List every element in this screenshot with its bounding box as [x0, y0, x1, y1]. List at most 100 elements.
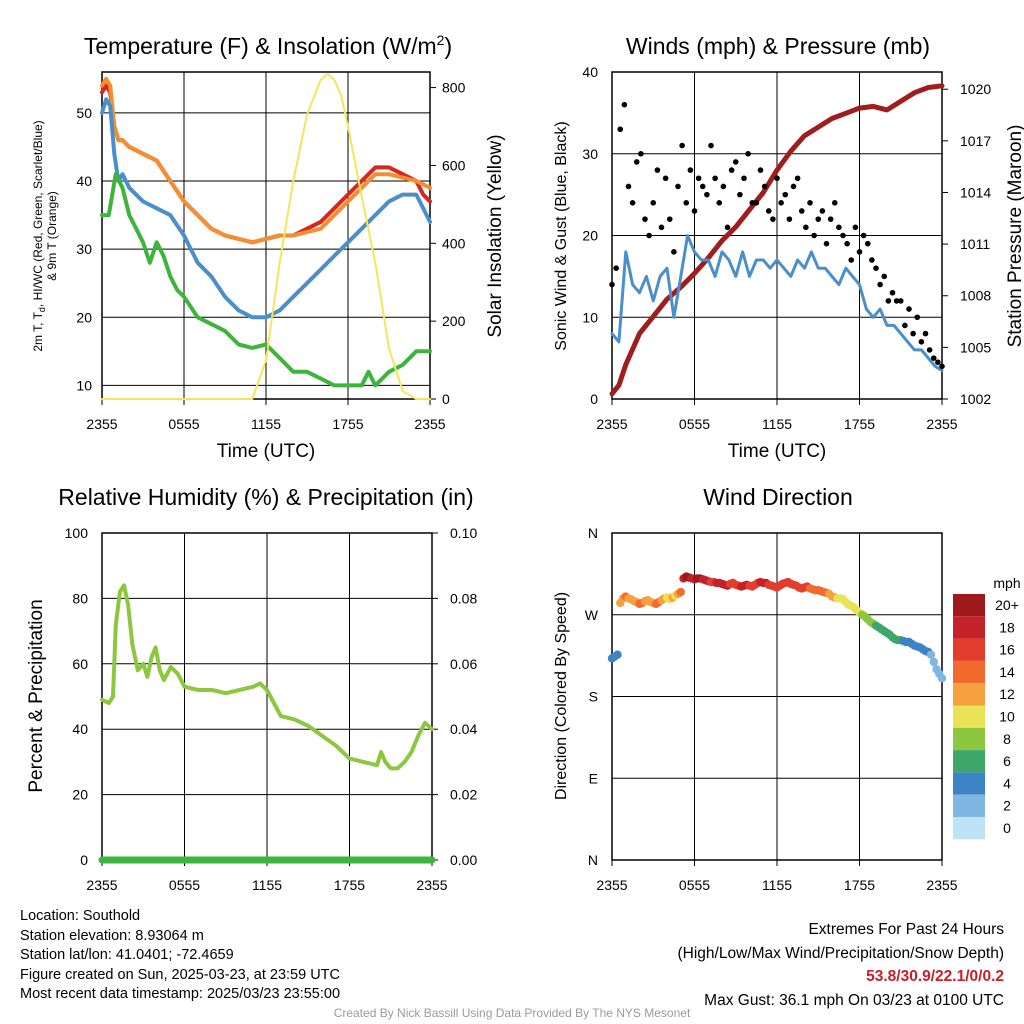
y-axis-label-line2: & 9m T (Orange): [45, 191, 59, 281]
y-tick-label: S: [589, 689, 598, 705]
gust-point: [935, 359, 941, 366]
wind-direction-panel: 2355 0555 1155 1755 2355 N E S W N Wind Direction D…: [553, 484, 958, 893]
gust-point: [687, 167, 694, 173]
gust-point: [873, 265, 879, 272]
gust-point: [864, 240, 871, 247]
gust-point: [724, 224, 731, 231]
colorbar-swatch: [953, 817, 985, 840]
y2-tick-label: 0.10: [450, 525, 477, 541]
x-tick-label: 0555: [168, 416, 199, 432]
extremes-legend: (High/Low/Max Wind/Precipitation/Snow De…: [677, 944, 1005, 962]
x-tick-label: 1155: [762, 416, 792, 432]
y-tick-label: 50: [76, 105, 92, 121]
y-tick-label: 0: [590, 391, 598, 407]
y-axis-label: Direction (Colored By Speed): [553, 592, 570, 800]
gust-point: [860, 232, 867, 239]
x-axis-label: Time (UTC): [217, 441, 316, 462]
y-tick-label: 20: [582, 228, 598, 244]
gust-point: [638, 150, 644, 157]
series-line-9m-t: [100, 76, 432, 245]
gust-point: [691, 208, 698, 214]
gust-point: [675, 183, 681, 190]
chart-title: Temperature (F) & Insolation (W/m2): [84, 32, 452, 59]
colorbar-label: 12: [999, 686, 1015, 702]
colorbar-label: 10: [999, 709, 1015, 725]
y2-tick-label: 1014: [960, 184, 991, 200]
y-tick-label: E: [589, 770, 598, 786]
gust-point: [695, 175, 702, 182]
x-tick-label: 1155: [251, 416, 281, 432]
gust-point: [831, 200, 838, 206]
direction-point: [929, 657, 938, 667]
y2-axis-label: Solar Insolation (Yellow): [485, 134, 506, 337]
gust-point: [939, 363, 945, 370]
x-tick-label: 0555: [679, 416, 710, 432]
y-tick-label: 60: [72, 656, 88, 672]
colorbar-label: 8: [1003, 731, 1011, 747]
gust-point: [877, 281, 883, 288]
series-line-sonic-wind: [610, 234, 944, 372]
gust-point: [745, 150, 751, 157]
gust-point: [844, 240, 850, 247]
y2-tick-label: 1002: [960, 391, 991, 407]
y-tick-label: 20: [72, 787, 88, 803]
colorbar-swatch: [953, 638, 985, 661]
gust-point: [654, 167, 661, 173]
x-tick-label: 1155: [762, 877, 792, 893]
y-axis-label: 2m T, Td, HI/WC (Red, Green, Scarlet/Blu…: [31, 120, 47, 351]
gust-point: [658, 224, 665, 231]
x-tick-label: 1755: [332, 416, 363, 432]
gust-point: [629, 200, 636, 206]
colorbar-swatch: [953, 594, 985, 617]
x-tick-label: 2355: [86, 877, 117, 893]
gust-point: [621, 101, 628, 108]
gust-point: [633, 159, 640, 165]
y-axis-label: Sonic Wind & Gust (Blue, Black): [553, 121, 570, 350]
x-tick-label: 0555: [679, 877, 710, 893]
y2-tick-label: 400: [442, 235, 466, 251]
colorbar-swatch: [953, 616, 985, 639]
x-tick-label: 2355: [926, 877, 957, 893]
x-tick-label: 2355: [86, 416, 117, 432]
colorbar-label: 4: [1003, 775, 1011, 791]
y2-tick-label: 200: [442, 313, 466, 329]
y-tick-label: 100: [65, 525, 89, 541]
y-tick-label: 40: [76, 173, 92, 189]
gust-point: [749, 200, 756, 206]
direction-point: [937, 674, 947, 683]
winds-pressure-panel: 2355 0555 1155 1755 235501020304010021005100…: [553, 33, 1024, 462]
gust-point: [666, 216, 673, 222]
gust-point: [782, 191, 789, 198]
series-line-solar-insolation: [101, 72, 431, 400]
figure-created: Figure created on Sun, 2025-03-23, at 23…: [20, 966, 340, 983]
gust-point: [617, 126, 624, 133]
gust-point: [794, 175, 801, 182]
gust-point: [819, 208, 826, 214]
x-tick-label: 1755: [844, 877, 875, 893]
extremes-heading: Extremes For Past 24 Hours: [808, 921, 1004, 938]
gust-point: [922, 330, 929, 337]
x-tick-label: 1755: [334, 877, 365, 893]
temperature-panel: 2355 0555 1155 1755 2355 10 20 30 40 50 0 200 400 600…: [31, 32, 506, 462]
y2-tick-label: 0.06: [450, 656, 477, 672]
station-latlon: Station lat/lon: 41.0401; -72.4659: [20, 947, 234, 963]
gust-point: [902, 322, 908, 329]
gust-point: [798, 208, 805, 214]
direction-point: [676, 587, 685, 597]
chart-title: Winds (mph) & Pressure (mb): [626, 33, 930, 59]
y2-tick-label: 0.08: [450, 590, 477, 606]
recent-data-timestamp: Most recent data timestamp: 2025/03/23 2…: [20, 986, 341, 1002]
gust-point: [790, 183, 797, 190]
gust-point: [807, 200, 813, 206]
y-tick-label: 30: [76, 241, 92, 257]
station-info: Location: Southold Station elevation: 8.…: [20, 907, 340, 1005]
gust-point: [836, 224, 842, 231]
gust-point: [852, 224, 859, 231]
gust-point: [662, 175, 669, 182]
colorbar-label: 0: [1003, 820, 1011, 836]
station-location: Location: Southold: [20, 908, 141, 924]
y-tick-label: 10: [582, 309, 598, 325]
gust-point: [906, 306, 912, 312]
extremes-values: 53.8/30.9/22.1/0/0.2: [866, 968, 1004, 985]
